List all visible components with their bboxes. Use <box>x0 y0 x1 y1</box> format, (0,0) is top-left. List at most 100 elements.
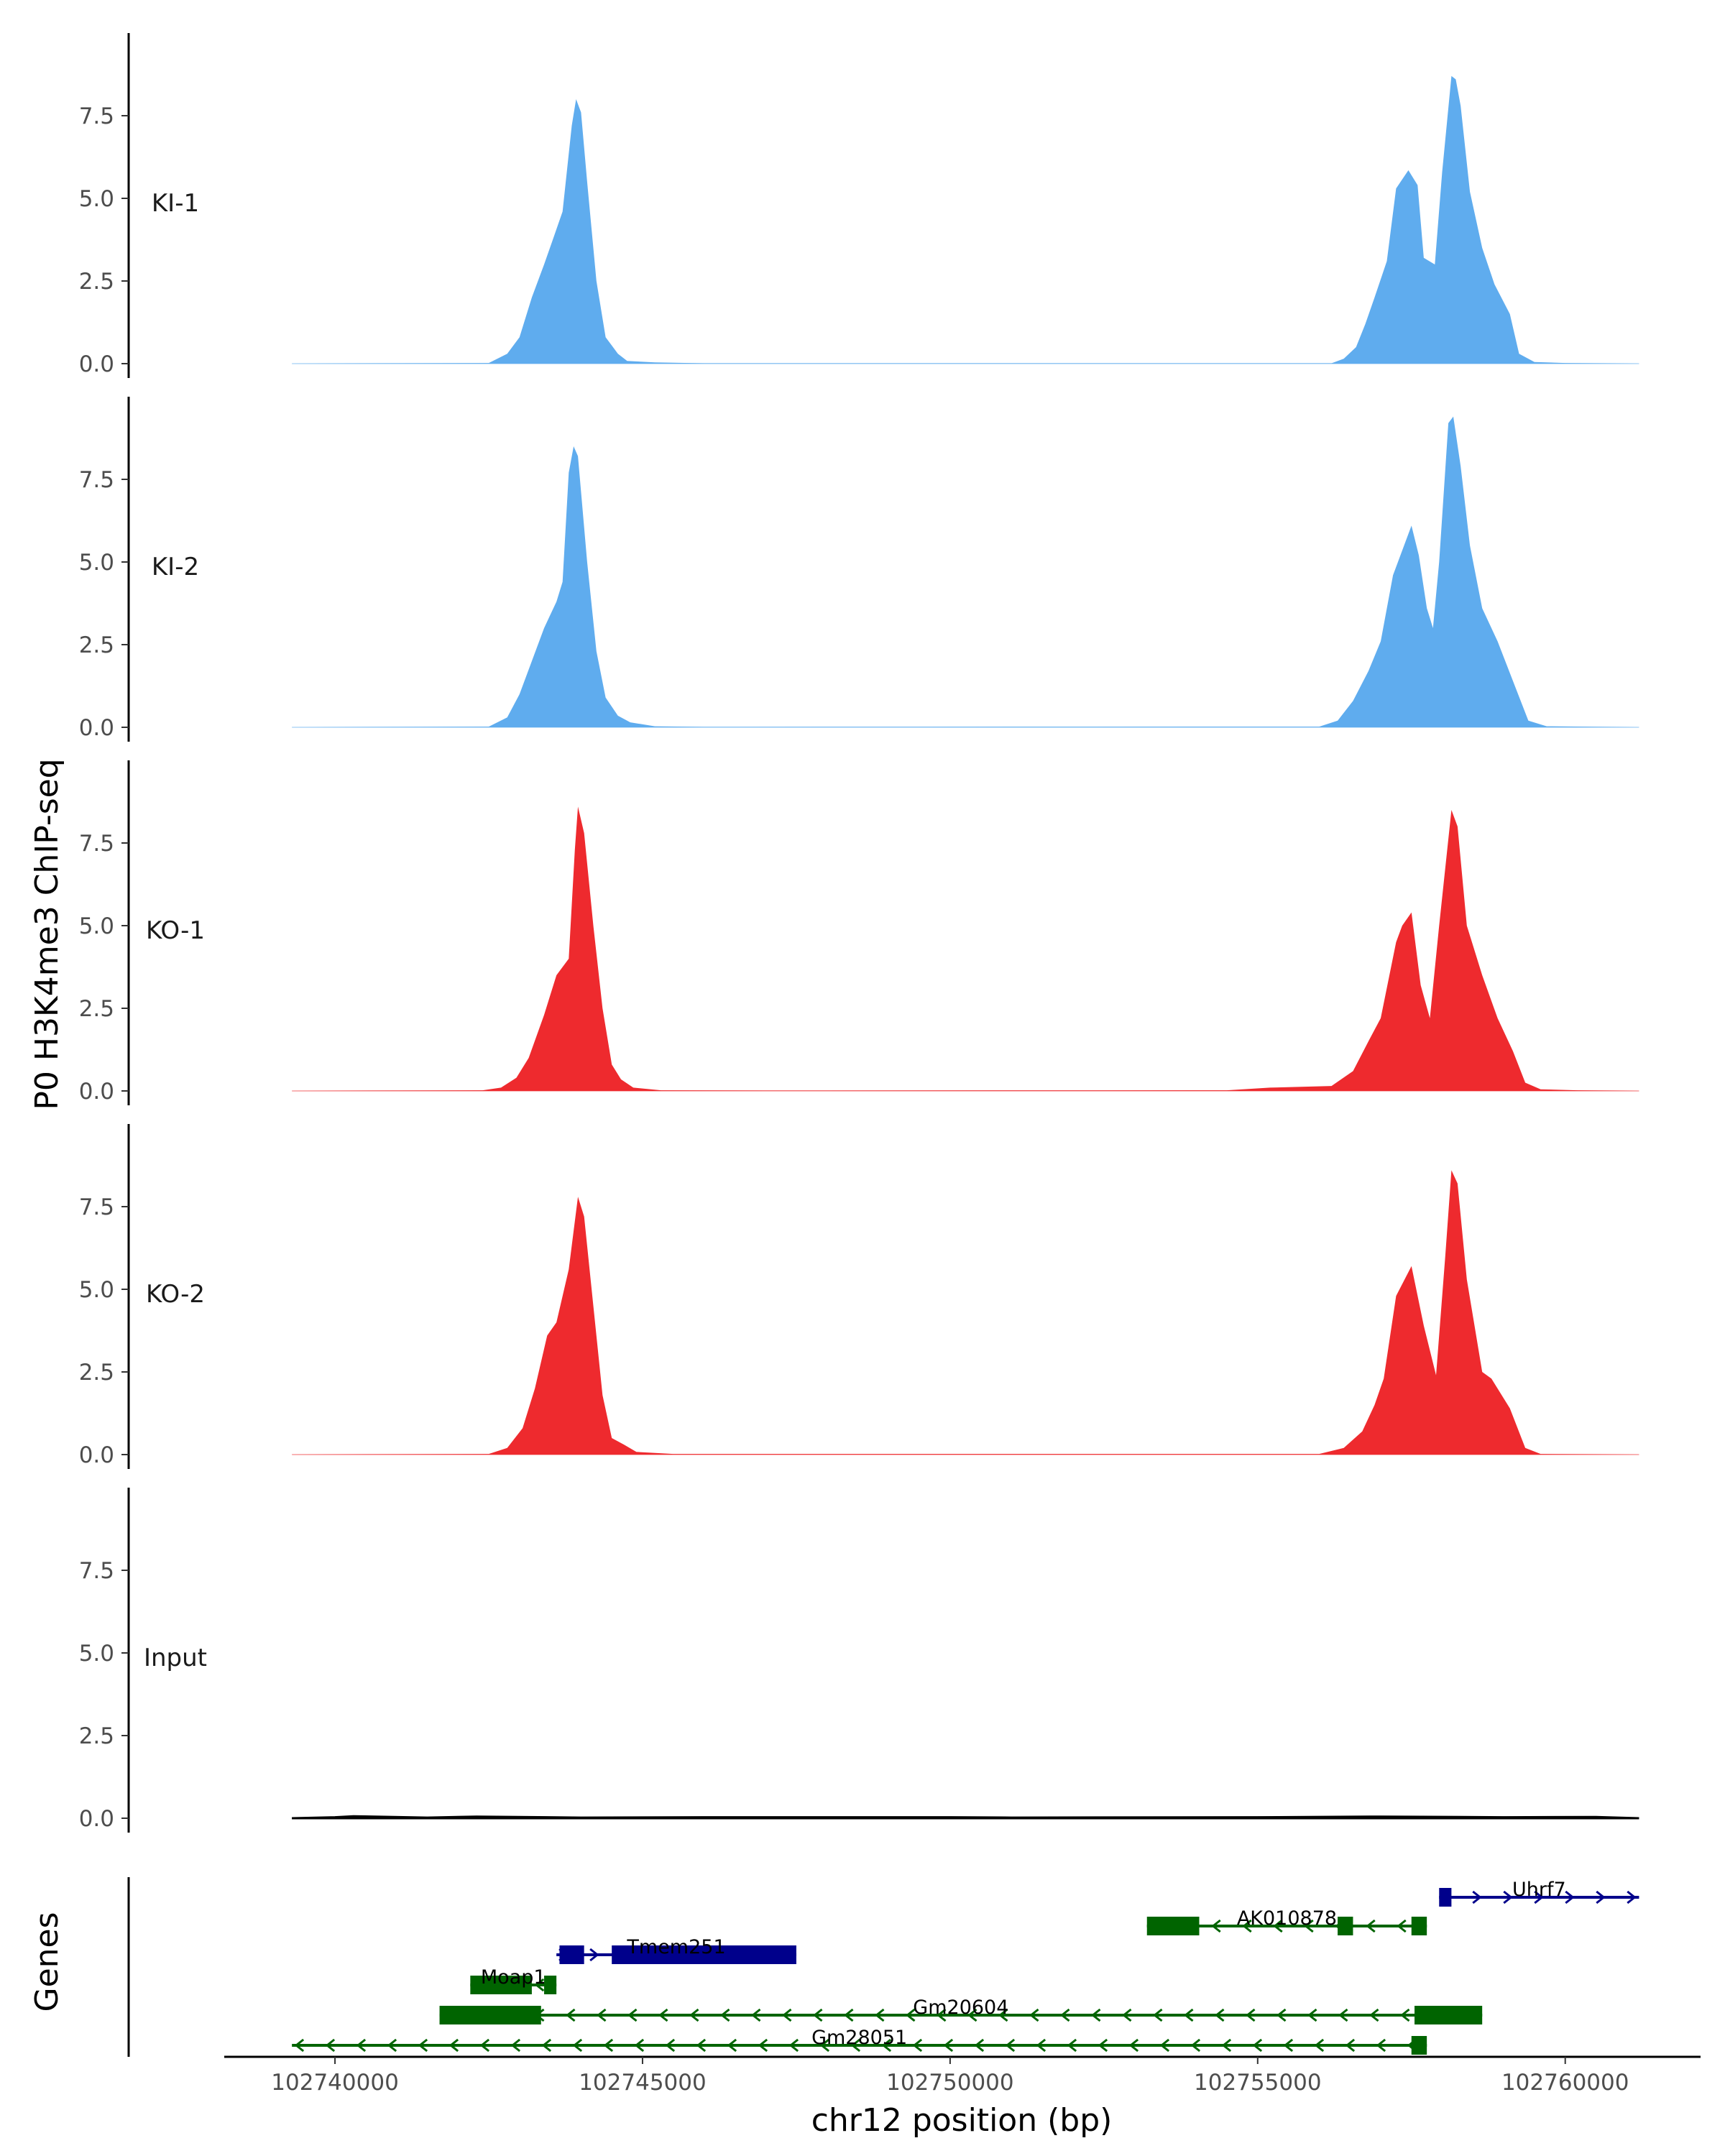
strand-arrow <box>696 2038 707 2053</box>
strand-arrow <box>1503 1890 1513 1904</box>
strand-arrow <box>819 2038 830 2053</box>
strand-arrow <box>881 2038 892 2053</box>
strand-arrow <box>1005 2038 1016 2053</box>
y-tick-label: 7.5 <box>79 1558 114 1584</box>
strand-arrow <box>634 2038 645 2053</box>
strand-arrow <box>689 2008 699 2022</box>
gene-exon <box>1414 2006 1483 2024</box>
gene-tmem251: Tmem251 <box>556 1936 796 1964</box>
track-ki-1: 0.0 2.5 5.0 7.5 KI-1 <box>79 33 1639 378</box>
gene-uhrf7: Uhrf7 <box>1439 1879 1639 1907</box>
gene-label-gm20604: Gm20604 <box>913 1996 1008 2019</box>
gene-ak010878: AK010878 <box>1146 1907 1427 1935</box>
strand-arrow <box>572 2038 583 2053</box>
gene-label-moap1: Moap1 <box>481 1966 546 1989</box>
gene-gm20604: Gm20604 <box>439 1996 1483 2024</box>
y-tick-label: 2.5 <box>79 1723 114 1749</box>
strand-arrow <box>603 2038 614 2053</box>
x-axis-title: chr12 position (bp) <box>811 2102 1113 2139</box>
x-tick-label: 102740000 <box>271 2070 399 2096</box>
strand-arrow <box>998 2008 1008 2022</box>
strand-arrow <box>479 2038 490 2053</box>
strand-arrow <box>1276 2008 1287 2022</box>
strand-arrow <box>1283 2038 1294 2053</box>
strand-arrow <box>1190 2038 1201 2053</box>
signal-area-ko-2 <box>292 1170 1639 1455</box>
x-axis: 102740000 102745000 102750000 102755000 1027… <box>224 2055 1701 2096</box>
gene-exon <box>544 1976 557 1994</box>
track-ki-2: 0.0 2.5 5.0 7.5 KI-2 <box>79 397 1639 742</box>
strand-arrow <box>597 2008 607 2022</box>
x-tick-label: 102750000 <box>886 2070 1014 2096</box>
strand-arrow <box>294 2038 305 2053</box>
strand-arrow <box>510 2038 521 2053</box>
strand-arrow <box>1242 1919 1252 1933</box>
gene-label-uhrf7: Uhrf7 <box>1512 1879 1566 1901</box>
strand-arrow <box>534 1978 545 1992</box>
track-label-input: Input <box>144 1644 207 1672</box>
strand-arrow <box>1345 2038 1356 2053</box>
strand-arrow <box>727 2038 737 2053</box>
strand-arrow <box>566 2008 576 2022</box>
gene-exon <box>1439 1888 1452 1907</box>
y-tick-label: 0.0 <box>79 351 114 377</box>
track-ko-1: 0.0 2.5 5.0 7.5 KO-1 <box>79 760 1639 1105</box>
x-tick-label: 102745000 <box>579 2070 707 2096</box>
strand-arrow <box>448 2038 459 2053</box>
strand-arrow <box>589 1948 599 1962</box>
strand-arrow <box>974 2038 985 2053</box>
strand-arrow <box>751 2008 761 2022</box>
gene-exon <box>1146 1917 1200 1935</box>
y-tick-label: 2.5 <box>79 1360 114 1386</box>
strand-arrow <box>1060 2008 1070 2022</box>
strand-arrow <box>1122 2008 1132 2022</box>
strand-arrow <box>1400 2008 1410 2022</box>
gene-exon <box>470 1976 532 1994</box>
gene-exon <box>559 1945 584 1964</box>
gene-moap1: Moap1 <box>470 1966 557 1994</box>
y-tick-label: 0.0 <box>79 1806 114 1832</box>
y-tick-label: 7.5 <box>79 467 114 493</box>
strand-arrow <box>788 2038 799 2053</box>
x-tick-label: 102760000 <box>1501 2070 1629 2096</box>
strand-arrow <box>1215 2008 1225 2022</box>
y-tick-label: 0.0 <box>79 715 114 741</box>
gene-exon <box>1338 1917 1353 1935</box>
strand-arrow <box>1596 1890 1606 1904</box>
strand-arrow <box>844 2008 854 2022</box>
strand-arrow <box>1029 2008 1039 2022</box>
signal-tracks: 0.0 2.5 5.0 7.5 KI-1 0.0 2.5 5.0 7.5 KI-2 0.0 2.5 5.… <box>79 33 1639 1833</box>
genes-axis-title: Genes <box>29 1912 65 2012</box>
signal-area-ki-2 <box>292 416 1639 727</box>
y-tick-label: 7.5 <box>79 1194 114 1220</box>
strand-arrow <box>782 2008 792 2022</box>
y-tick-label: 2.5 <box>79 632 114 658</box>
y-tick-label: 5.0 <box>79 1277 114 1303</box>
y-tick-label: 7.5 <box>79 831 114 857</box>
gene-exon <box>1411 1917 1427 1935</box>
track-input: 0.0 2.5 5.0 7.5 Input <box>79 1488 1639 1833</box>
gene-exon <box>612 1945 796 1964</box>
gene-annotation-panel: Uhrf7 AK010878 Tmem251 Moap1 Gm20604 Gm28051 <box>127 1877 1639 2057</box>
gene-label-tmem251: Tmem251 <box>626 1936 725 1958</box>
y-tick-label: 7.5 <box>79 103 114 129</box>
gene-exon <box>439 2006 541 2024</box>
strand-arrow <box>1273 1919 1283 1933</box>
strand-arrow <box>541 2038 552 2053</box>
strand-arrow <box>658 2008 668 2022</box>
y-tick-label: 5.0 <box>79 186 114 212</box>
track-label-ko-1: KO-1 <box>146 916 205 945</box>
strand-arrow <box>1338 2008 1348 2022</box>
strand-arrow <box>356 2038 367 2053</box>
strand-arrow <box>758 2038 768 2053</box>
strand-arrow <box>850 2038 861 2053</box>
strand-arrow <box>1627 1890 1637 1904</box>
strand-arrow <box>1376 2038 1386 2053</box>
y-axis-title: P0 H3K4me3 ChIP-seq <box>29 758 65 1110</box>
strand-arrow <box>1534 1890 1544 1904</box>
strand-arrow <box>325 2038 336 2053</box>
strand-arrow <box>1366 1919 1376 1933</box>
x-tick-label: 102755000 <box>1194 2070 1322 2096</box>
gene-gm28051: Gm28051 <box>292 2027 1427 2055</box>
strand-arrow <box>1397 1919 1407 1933</box>
